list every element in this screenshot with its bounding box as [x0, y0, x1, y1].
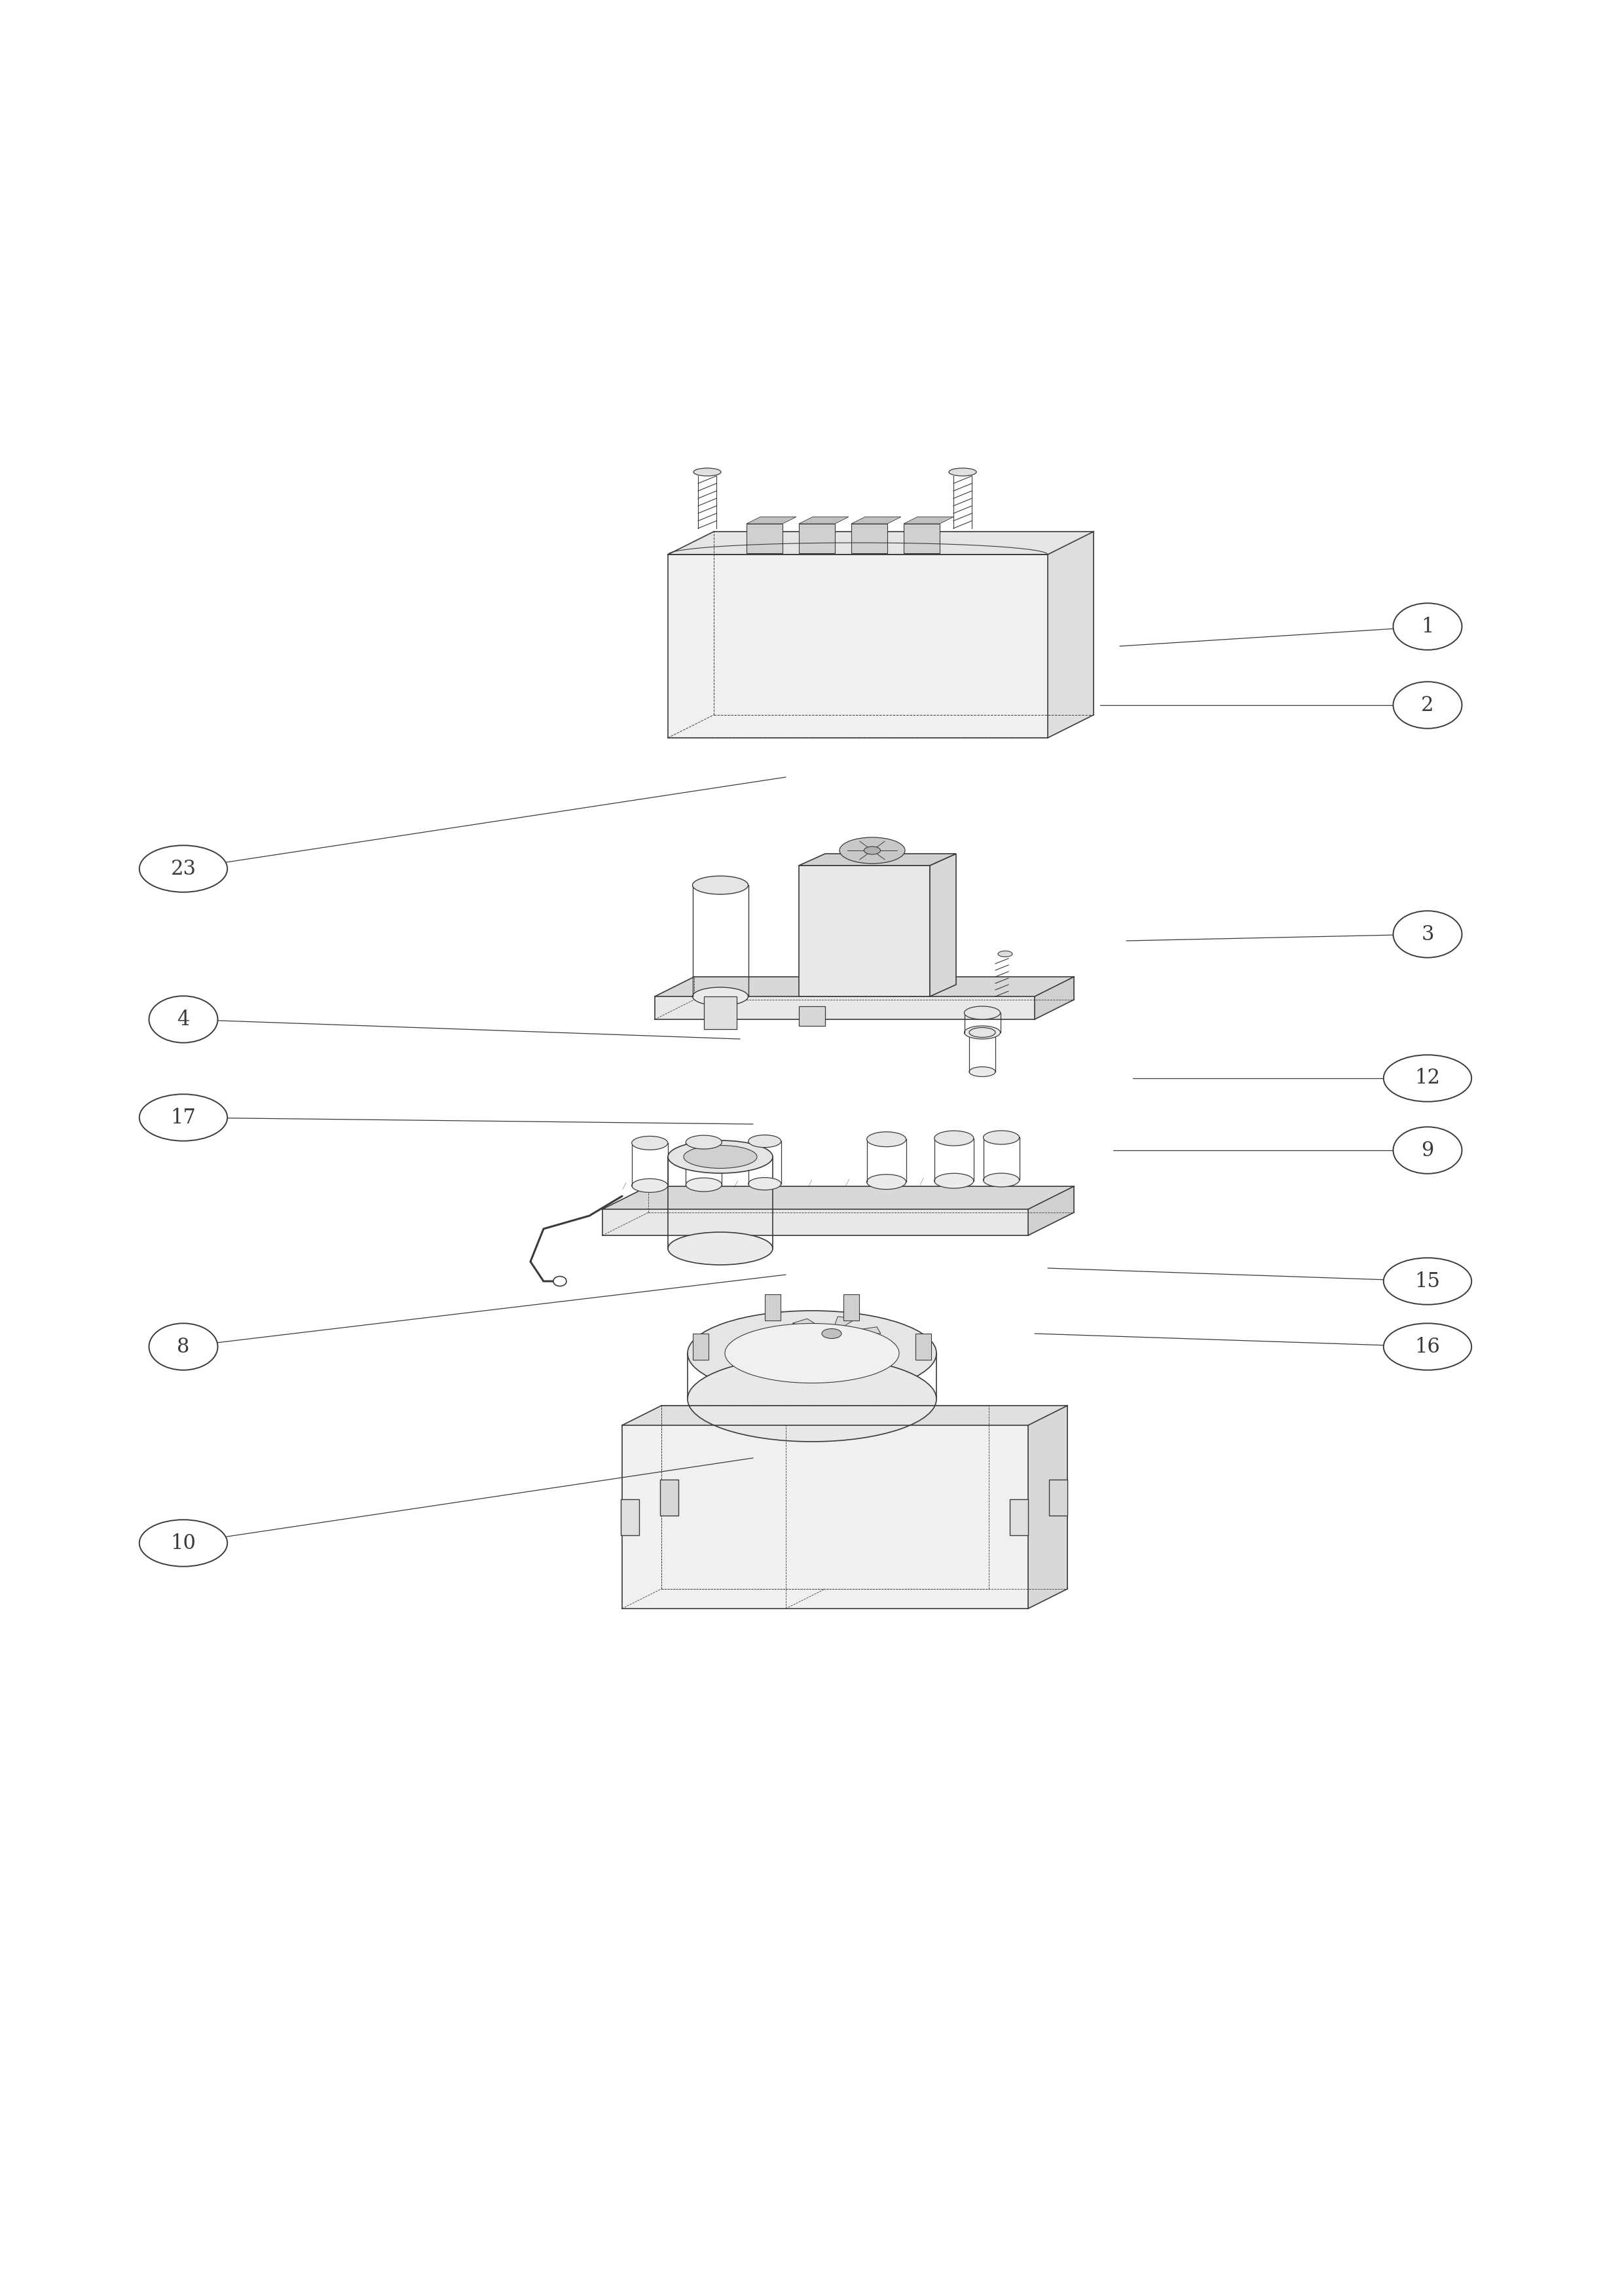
Ellipse shape [983, 1130, 1020, 1143]
Polygon shape [667, 556, 1047, 737]
Polygon shape [799, 1006, 825, 1026]
Ellipse shape [934, 1132, 974, 1146]
Polygon shape [916, 1334, 931, 1359]
Text: 1: 1 [1421, 615, 1434, 636]
Ellipse shape [1393, 682, 1462, 728]
Polygon shape [654, 976, 1073, 996]
Ellipse shape [692, 987, 749, 1006]
Polygon shape [622, 1426, 1028, 1609]
Ellipse shape [140, 1095, 227, 1141]
Ellipse shape [149, 996, 218, 1042]
Ellipse shape [999, 951, 1012, 957]
Ellipse shape [934, 1173, 974, 1189]
Polygon shape [747, 523, 783, 553]
Polygon shape [603, 1187, 1073, 1210]
Text: 16: 16 [1415, 1336, 1440, 1357]
Polygon shape [747, 517, 796, 523]
Ellipse shape [840, 838, 905, 863]
Ellipse shape [1384, 1322, 1471, 1371]
Polygon shape [693, 1334, 708, 1359]
Polygon shape [765, 1295, 781, 1320]
Ellipse shape [983, 1173, 1020, 1187]
Text: 23: 23 [171, 859, 197, 879]
Polygon shape [1047, 533, 1093, 737]
Ellipse shape [822, 1329, 841, 1339]
Polygon shape [659, 1479, 679, 1515]
Ellipse shape [685, 1134, 721, 1148]
Polygon shape [1049, 1479, 1067, 1515]
Ellipse shape [1384, 1258, 1471, 1304]
Ellipse shape [140, 1520, 227, 1566]
Polygon shape [838, 1336, 870, 1348]
Text: 10: 10 [171, 1534, 197, 1554]
Text: 8: 8 [177, 1336, 190, 1357]
Polygon shape [807, 1339, 830, 1350]
Ellipse shape [554, 1277, 567, 1286]
Ellipse shape [1393, 1127, 1462, 1173]
Polygon shape [667, 533, 1093, 556]
Polygon shape [661, 1405, 989, 1589]
Ellipse shape [948, 468, 976, 475]
Polygon shape [851, 517, 901, 523]
Ellipse shape [684, 1146, 757, 1169]
Ellipse shape [632, 1137, 667, 1150]
Text: 9: 9 [1421, 1141, 1434, 1159]
Ellipse shape [693, 468, 721, 475]
Polygon shape [654, 996, 1034, 1019]
Text: 15: 15 [1415, 1272, 1440, 1290]
Ellipse shape [1393, 604, 1462, 650]
Polygon shape [1028, 1405, 1067, 1609]
Polygon shape [931, 854, 957, 996]
Ellipse shape [687, 1311, 937, 1396]
Polygon shape [793, 1318, 825, 1332]
Polygon shape [603, 1210, 1028, 1235]
Ellipse shape [1393, 912, 1462, 957]
Ellipse shape [970, 1068, 996, 1077]
Ellipse shape [692, 877, 749, 895]
Polygon shape [799, 523, 835, 553]
Text: 2: 2 [1421, 696, 1434, 716]
Polygon shape [1034, 976, 1073, 1019]
Ellipse shape [149, 1322, 218, 1371]
Polygon shape [1028, 1187, 1073, 1235]
Polygon shape [843, 1295, 859, 1320]
Polygon shape [783, 1334, 820, 1341]
Ellipse shape [749, 1178, 781, 1189]
Ellipse shape [685, 1178, 721, 1192]
Text: 3: 3 [1421, 923, 1434, 944]
Ellipse shape [867, 1173, 906, 1189]
Ellipse shape [1384, 1054, 1471, 1102]
Polygon shape [799, 854, 957, 866]
Text: 12: 12 [1415, 1068, 1440, 1088]
Polygon shape [703, 996, 737, 1029]
Polygon shape [622, 1405, 1067, 1426]
Ellipse shape [667, 1141, 773, 1173]
Ellipse shape [687, 1357, 937, 1442]
Text: 17: 17 [171, 1107, 197, 1127]
Ellipse shape [773, 1313, 890, 1352]
Polygon shape [851, 523, 887, 553]
Ellipse shape [867, 1132, 906, 1146]
Ellipse shape [864, 847, 880, 854]
Polygon shape [1010, 1499, 1028, 1536]
Polygon shape [844, 1327, 880, 1334]
Ellipse shape [970, 1029, 996, 1038]
Ellipse shape [965, 1006, 1000, 1019]
Polygon shape [833, 1316, 856, 1329]
Polygon shape [903, 523, 940, 553]
Ellipse shape [965, 1026, 1000, 1040]
Ellipse shape [632, 1178, 667, 1192]
Ellipse shape [749, 1134, 781, 1148]
Ellipse shape [140, 845, 227, 893]
Ellipse shape [724, 1322, 900, 1382]
Polygon shape [620, 1499, 640, 1536]
Text: 4: 4 [177, 1010, 190, 1029]
Polygon shape [799, 866, 931, 996]
Ellipse shape [667, 1233, 773, 1265]
Polygon shape [903, 517, 953, 523]
Polygon shape [799, 517, 849, 523]
